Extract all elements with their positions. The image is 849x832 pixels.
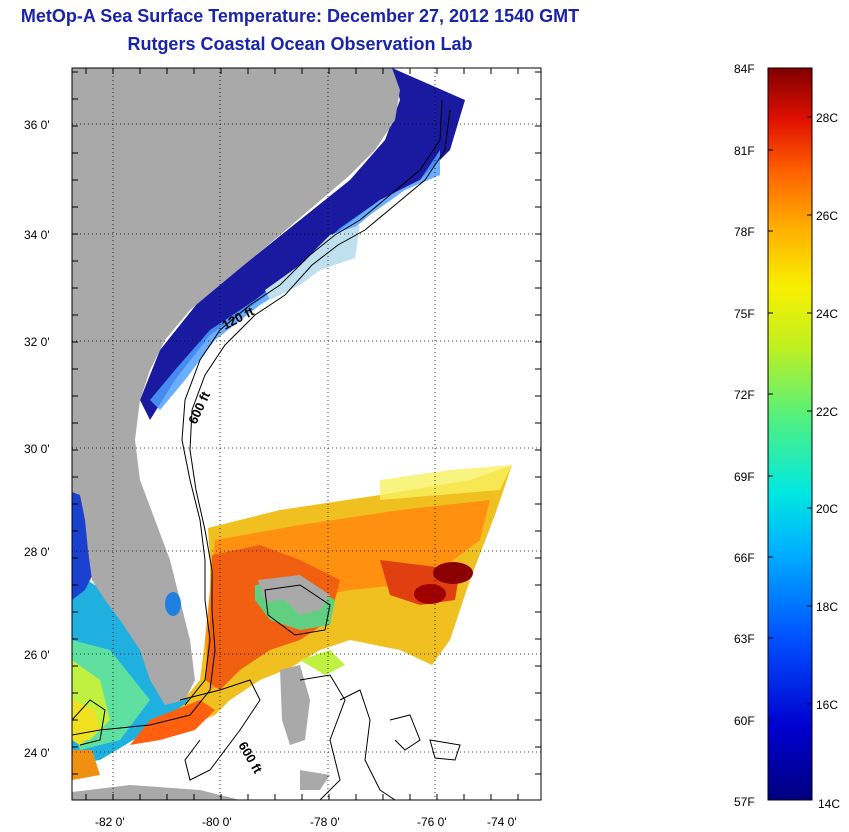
sst-data: [72, 68, 512, 780]
lat-label: 32 0': [24, 335, 50, 349]
lon-label: -82 0': [95, 815, 125, 829]
cb-f-label: 57F: [734, 795, 755, 809]
lon-label: -80 0': [202, 815, 232, 829]
cb-f-label: 63F: [734, 632, 755, 646]
lat-label: 36 0': [24, 118, 50, 132]
cb-c-label: 22C: [816, 405, 838, 419]
cb-f-label: 78F: [734, 225, 755, 239]
longitude-labels: -82 0' -80 0' -78 0' -76 0' -74 0': [95, 815, 517, 829]
cb-c-label: 28C: [816, 111, 838, 125]
cb-f-label: 66F: [734, 551, 755, 565]
lat-label: 30 0': [24, 442, 50, 456]
bathymetry-contours: [72, 99, 461, 800]
lat-label: 26 0': [24, 648, 50, 662]
cb-f-label: 72F: [734, 388, 755, 402]
land-mass: [72, 68, 400, 800]
cb-c-label: 24C: [816, 307, 838, 321]
colorbar-fahrenheit-labels: 84F 81F 78F 75F 72F 69F 66F 63F 60F 57F: [734, 62, 755, 809]
colorbar-ticks: [768, 116, 812, 721]
map-title: MetOp-A Sea Surface Temperature: Decembe…: [20, 6, 580, 26]
cb-f-label: 81F: [734, 144, 755, 158]
latitude-labels: 36 0' 34 0' 32 0' 30 0' 28 0' 26 0' 24 0…: [24, 118, 50, 760]
lon-label: -78 0': [310, 815, 340, 829]
cb-c-label: 18C: [816, 600, 838, 614]
map-subtitle: Rutgers Coastal Ocean Observation Lab: [127, 34, 473, 54]
axis-ticks: [72, 68, 541, 800]
colorbar-celsius-labels: 28C 26C 24C 22C 20C 18C 16C 14C: [816, 111, 840, 811]
lat-label: 28 0': [24, 545, 50, 559]
cb-c-label: 26C: [816, 209, 838, 223]
cb-f-label: 69F: [734, 470, 755, 484]
cb-f-label: 75F: [734, 307, 755, 321]
cb-f-label: 60F: [734, 714, 755, 728]
map-border: [71, 67, 542, 801]
cb-c-label: 20C: [816, 502, 838, 516]
colorbar: [767, 67, 813, 801]
lon-label: -76 0': [417, 815, 447, 829]
cb-f-label: 84F: [734, 62, 755, 76]
lat-label: 24 0': [24, 746, 50, 760]
cb-c-label: 14C: [818, 797, 840, 811]
lon-label: -74 0': [487, 815, 517, 829]
lat-label: 34 0': [24, 228, 50, 242]
cb-c-label: 16C: [816, 698, 838, 712]
